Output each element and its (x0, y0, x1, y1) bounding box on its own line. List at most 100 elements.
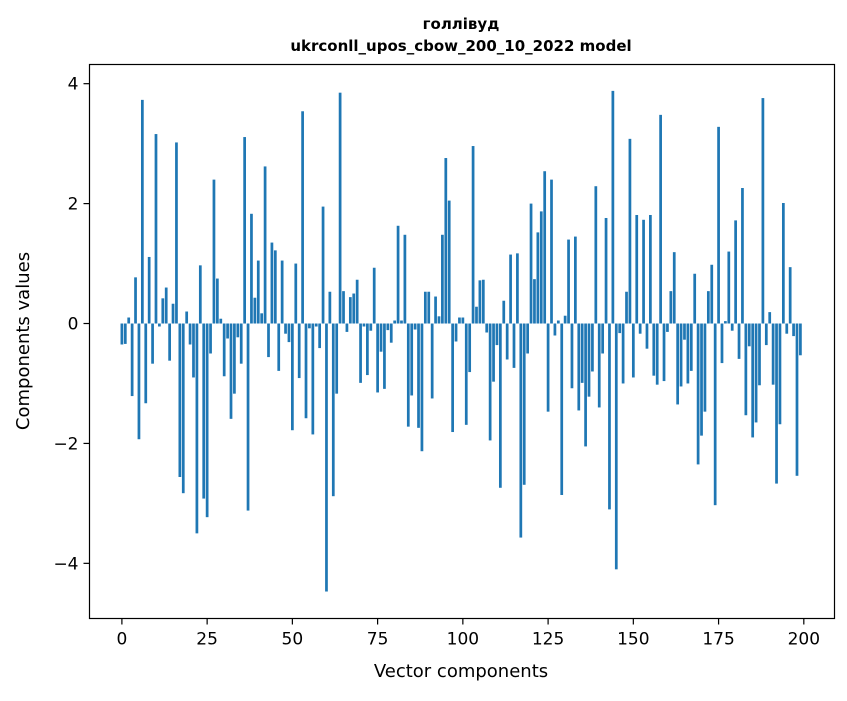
bar-component-162 (672, 252, 676, 324)
bar-component-150 (631, 323, 635, 378)
bar-component-40 (256, 260, 260, 324)
bar-component-74 (372, 267, 376, 324)
bar-component-93 (437, 316, 441, 324)
bar-component-114 (509, 254, 512, 324)
bar-component-174 (713, 323, 717, 506)
bar-component-5 (137, 323, 141, 440)
bar-component-130 (563, 315, 567, 324)
bar-component-141 (601, 323, 605, 354)
bar-component-14 (168, 323, 171, 361)
bar-component-86 (413, 323, 417, 330)
bar-component-173 (710, 264, 714, 324)
bar-component-21 (192, 323, 195, 378)
bar-component-168 (693, 273, 697, 324)
bar-component-121 (533, 279, 536, 324)
bar-component-82 (400, 320, 403, 324)
bar-component-66 (345, 323, 349, 332)
bar-component-4 (134, 277, 137, 324)
bar-component-156 (652, 323, 656, 376)
bar-component-108 (488, 323, 492, 441)
x-tick-label: 0 (116, 630, 127, 650)
bar-component-48 (284, 323, 287, 334)
bar-component-32 (229, 323, 233, 419)
bar-component-165 (683, 323, 686, 340)
bar-component-142 (604, 217, 608, 324)
bar-component-181 (737, 323, 741, 359)
bar-component-29 (219, 318, 223, 324)
bar-component-3 (130, 323, 134, 397)
y-axis-label: Components values (13, 252, 34, 430)
bar-component-161 (669, 291, 673, 324)
y-tick-label: −4 (53, 554, 78, 574)
bar-component-98 (454, 323, 458, 342)
bar-component-106 (481, 279, 485, 324)
bar-component-56 (311, 323, 315, 435)
bar-component-119 (526, 323, 529, 354)
bar-component-84 (406, 323, 410, 427)
bar-component-199 (799, 323, 802, 356)
bar-component-164 (679, 323, 683, 387)
bar-component-122 (536, 232, 540, 324)
bar-component-146 (618, 323, 622, 334)
bar-component-30 (222, 323, 226, 377)
bar-component-57 (314, 323, 318, 327)
bar-component-100 (461, 317, 465, 324)
bar-component-124 (543, 171, 547, 324)
bar-component-91 (430, 323, 434, 399)
bar-component-153 (642, 219, 645, 324)
bar-component-44 (270, 242, 274, 324)
bar-component-180 (734, 220, 737, 324)
bar-component-123 (539, 211, 543, 324)
bar-component-148 (625, 291, 628, 324)
bar-component-179 (730, 323, 734, 331)
bar-component-79 (389, 323, 393, 343)
chart-title: голлівуд (423, 15, 500, 33)
bar-component-19 (185, 311, 189, 324)
bar-component-178 (727, 251, 731, 324)
bar-component-118 (522, 323, 526, 485)
bar-component-102 (468, 323, 472, 373)
bar-component-125 (546, 323, 550, 412)
bar-component-152 (638, 323, 642, 334)
bar-component-184 (747, 323, 751, 347)
bar-component-95 (444, 158, 448, 324)
bar-component-92 (434, 296, 437, 324)
bar-component-127 (553, 323, 557, 336)
plot-frame (88, 63, 836, 620)
bar-component-50 (291, 323, 294, 431)
bar-component-77 (383, 323, 386, 389)
bar-component-145 (614, 323, 618, 570)
x-tick-label: 200 (788, 630, 820, 650)
bar-component-163 (676, 323, 680, 405)
bar-component-28 (216, 278, 219, 324)
bar-component-160 (666, 323, 669, 332)
bar-component-58 (318, 323, 322, 349)
bar-component-115 (512, 323, 516, 368)
bar-component-191 (771, 323, 775, 385)
bar-component-113 (505, 323, 509, 360)
bar-component-13 (164, 287, 168, 324)
bar-component-72 (366, 323, 369, 376)
bar-component-149 (628, 138, 632, 324)
bar-component-75 (376, 323, 379, 393)
bar-component-193 (778, 323, 782, 425)
x-tick-label: 125 (532, 630, 564, 650)
bar-component-62 (331, 323, 335, 497)
bar-component-61 (328, 291, 332, 324)
bar-component-60 (325, 323, 328, 592)
bar-component-71 (362, 323, 366, 327)
bar-component-94 (441, 234, 444, 324)
bar-component-73 (369, 323, 373, 331)
bar-component-194 (781, 203, 785, 324)
bar-component-107 (485, 323, 489, 333)
bar-component-64 (338, 92, 342, 324)
chart-subtitle: ukrconll_upos_cbow_200_10_2022 model (290, 37, 631, 55)
bar-component-112 (502, 300, 506, 324)
bar-component-157 (655, 323, 659, 385)
bar-component-189 (764, 323, 768, 346)
bar-component-41 (260, 313, 264, 324)
bar-component-105 (478, 280, 482, 324)
bar-component-7 (144, 323, 148, 404)
